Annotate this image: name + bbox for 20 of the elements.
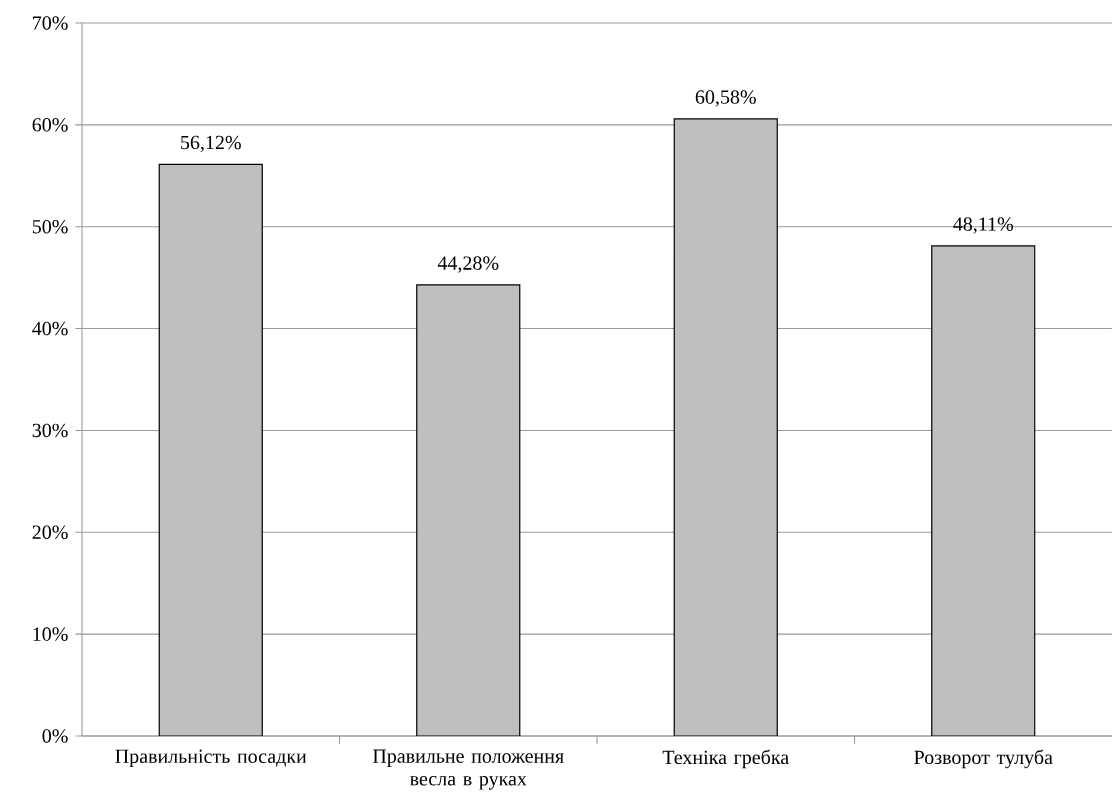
x-tick-label: Правильне положення весла в руках — [372, 749, 564, 790]
y-tick-label: 50% — [32, 219, 68, 234]
y-tick-label: 60% — [32, 118, 68, 132]
x-tick-label: Техніка гребка — [662, 749, 789, 769]
y-tick-label: 0% — [42, 729, 68, 743]
y-tick-label: 10% — [33, 627, 68, 641]
y-tick-label: 70% — [33, 16, 68, 30]
bar — [931, 245, 1036, 736]
data-label: 60,58% — [695, 90, 756, 107]
x-tick-label: Розворот тулуба — [914, 749, 1053, 769]
data-label: 56,12% — [181, 135, 241, 153]
y-tick-label: 20% — [32, 525, 68, 540]
data-label: 44,28% — [437, 256, 499, 273]
y-tick-label: 40% — [32, 321, 68, 336]
bar — [158, 163, 263, 736]
x-tick-label: Правильність посадки — [115, 749, 307, 768]
bar — [416, 284, 521, 736]
y-tick-label: 30% — [32, 423, 68, 438]
data-label: 48,11% — [953, 217, 1014, 234]
bar — [673, 118, 778, 736]
